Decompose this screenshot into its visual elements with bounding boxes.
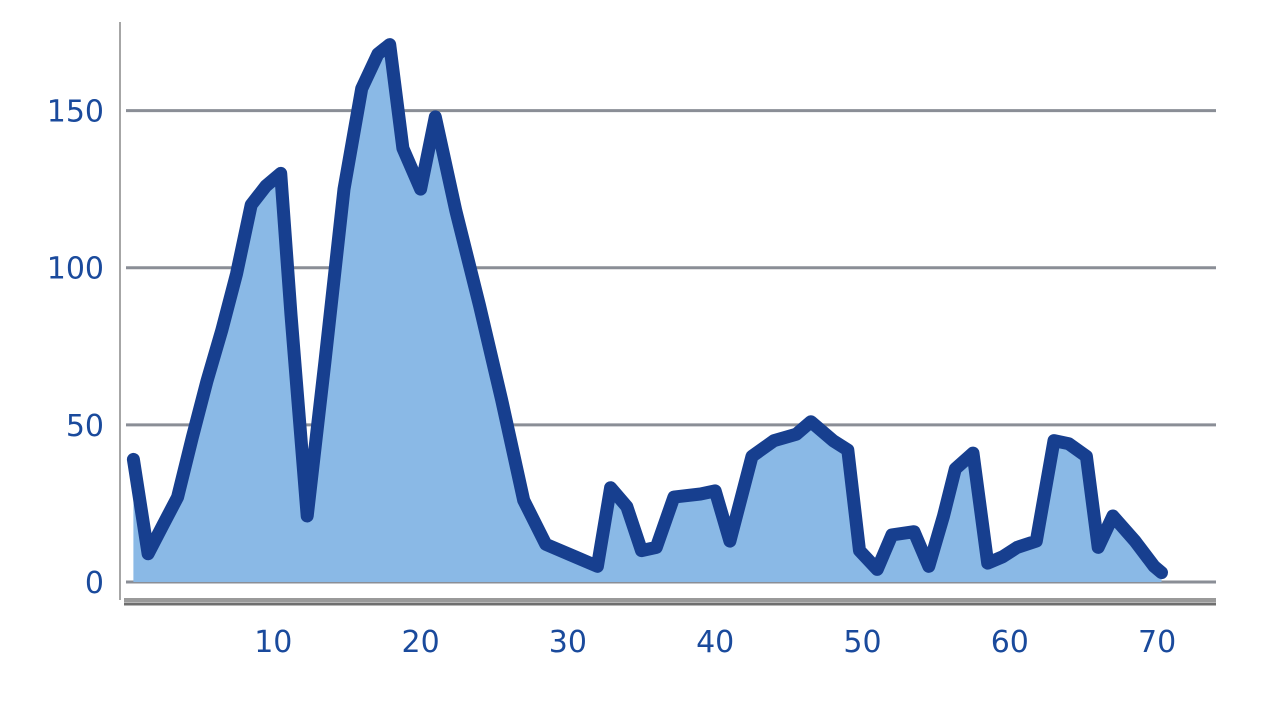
y-tick-label-150: 150 (47, 95, 104, 130)
x-tick-label-60: 60 (991, 625, 1029, 660)
series-line (126, 38, 1168, 580)
x-tick-label-70: 70 (1138, 625, 1176, 660)
area-fill (133, 44, 1162, 583)
y-tick-label-50: 50 (66, 409, 104, 444)
x-tick-label-40: 40 (696, 625, 734, 660)
x-tick-labels: 10 20 30 40 50 60 70 (254, 625, 1176, 660)
x-tick-label-30: 30 (549, 625, 587, 660)
x-tick-label-50: 50 (843, 625, 881, 660)
x-tick-label-20: 20 (402, 625, 440, 660)
x-tick-label-10: 10 (254, 625, 292, 660)
y-tick-label-100: 100 (47, 252, 104, 287)
y-tick-label-0: 0 (85, 566, 104, 601)
y-tick-labels: 0 50 100 150 (47, 95, 104, 601)
x-axis-baseline (124, 598, 1216, 606)
